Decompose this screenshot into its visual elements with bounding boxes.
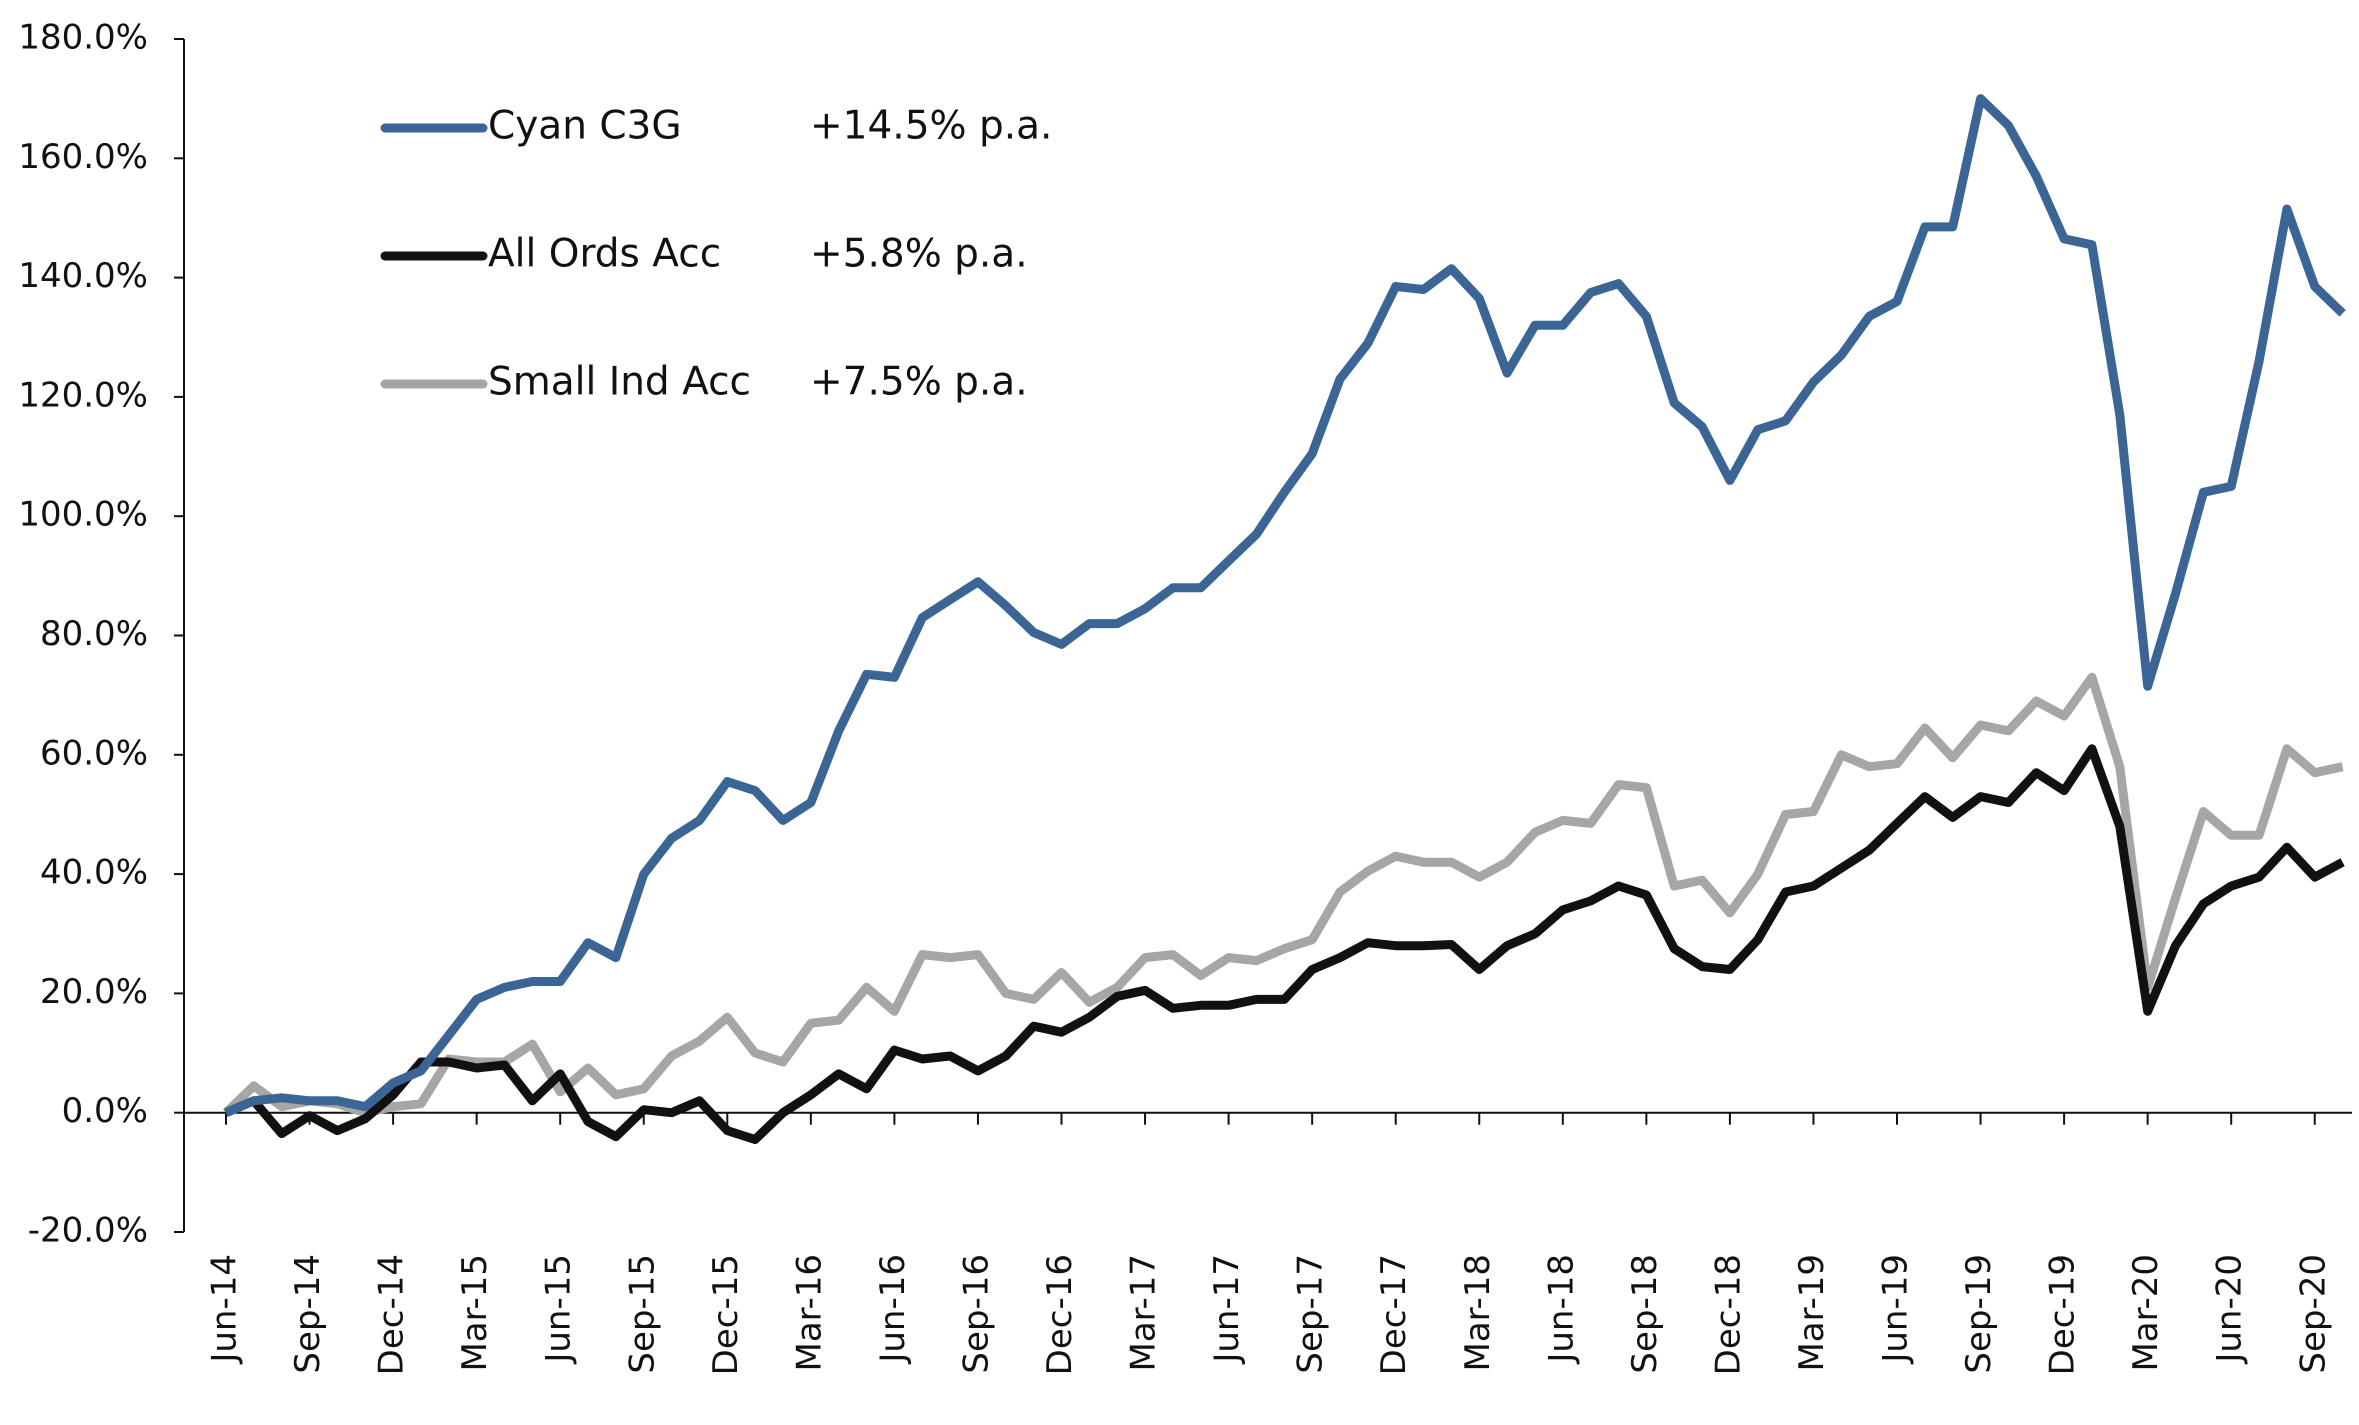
y-tick-label: 20.0% <box>40 972 148 1012</box>
legend-label: Cyan C3G <box>488 104 682 149</box>
x-tick-label: Sep-18 <box>1625 1254 1665 1374</box>
y-tick-label: 120.0% <box>18 375 148 415</box>
x-tick-label: Sep-19 <box>1959 1254 1999 1374</box>
x-tick-label: Jun-18 <box>1541 1254 1581 1365</box>
y-tick-label: 100.0% <box>18 495 148 535</box>
x-tick-label: Sep-17 <box>1291 1254 1331 1374</box>
x-tick-label: Jun-15 <box>539 1254 579 1365</box>
x-tick-label: Mar-18 <box>1458 1254 1498 1372</box>
x-tick-label: Sep-20 <box>2293 1254 2333 1374</box>
y-tick-label: 180.0% <box>18 18 148 58</box>
legend-label: Small Ind Acc <box>488 360 751 405</box>
x-tick-label: Mar-20 <box>2126 1254 2166 1372</box>
series-line <box>224 94 2346 1117</box>
y-tick-label: 160.0% <box>18 137 148 177</box>
series-line <box>222 672 2344 1118</box>
x-tick-label: Sep-15 <box>622 1254 662 1374</box>
x-tick-label: Dec-16 <box>1040 1254 1080 1375</box>
x-tick-label: Mar-17 <box>1124 1254 1164 1372</box>
legend-label: All Ords Acc <box>488 232 721 277</box>
x-tick-label: Mar-15 <box>455 1254 495 1372</box>
x-tick-label: Jun-19 <box>1876 1254 1916 1365</box>
x-tick-label: Dec-18 <box>1708 1254 1748 1375</box>
legend-note: +5.8% p.a. <box>810 232 1028 277</box>
x-tick-label: Sep-16 <box>956 1254 996 1374</box>
y-tick-label: -20.0% <box>28 1211 148 1251</box>
y-tick-label: 60.0% <box>40 733 148 773</box>
legend-note: +14.5% p.a. <box>810 104 1052 149</box>
x-tick-label: Dec-14 <box>372 1254 412 1375</box>
series-line <box>224 744 2345 1144</box>
x-tick-label: Dec-17 <box>1374 1254 1414 1375</box>
x-tick-label: Jun-16 <box>873 1254 913 1365</box>
legend-note: +7.5% p.a. <box>810 360 1028 405</box>
x-tick-label: Dec-19 <box>2043 1254 2083 1375</box>
y-tick-label: 80.0% <box>40 614 148 654</box>
y-tick-label: 140.0% <box>18 256 148 296</box>
y-tick-label: 40.0% <box>40 853 148 893</box>
x-tick-label: Jun-20 <box>2210 1254 2250 1365</box>
x-tick-label: Mar-19 <box>1792 1254 1832 1372</box>
y-tick-label: 0.0% <box>62 1091 148 1131</box>
x-tick-label: Jun-17 <box>1207 1254 1247 1365</box>
x-tick-label: Dec-15 <box>706 1254 746 1375</box>
x-tick-label: Jun-14 <box>205 1254 245 1365</box>
x-tick-label: Mar-16 <box>789 1254 829 1372</box>
x-tick-label: Sep-14 <box>288 1254 328 1374</box>
